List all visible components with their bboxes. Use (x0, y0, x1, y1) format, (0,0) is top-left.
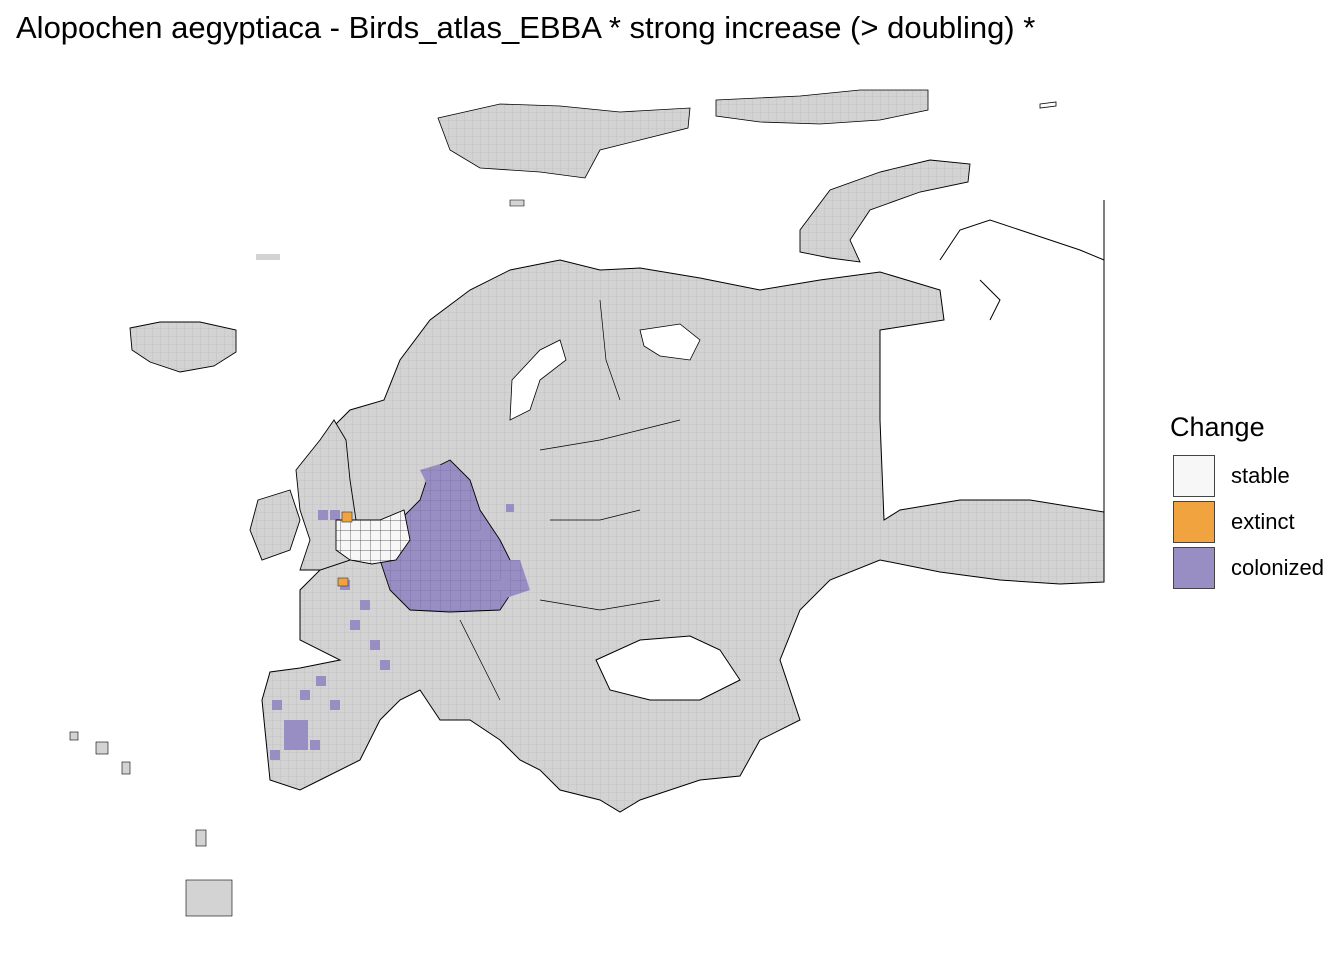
legend-item-stable: stable (1170, 453, 1324, 499)
atlantic-islands (69, 731, 233, 917)
iceland (129, 321, 237, 373)
novaya-zemlya (799, 159, 971, 263)
map-title: Alopochen aegyptiaca - Birds_atlas_EBBA … (16, 10, 1036, 45)
legend-label-extinct: extinct (1231, 509, 1295, 534)
east-coastline (939, 200, 1105, 321)
legend-label-stable: stable (1231, 463, 1290, 488)
legend: Change stable extinct colonized (1170, 412, 1324, 591)
country-borders (459, 299, 681, 701)
legend-item-colonized: colonized (1170, 545, 1324, 591)
black-sea (595, 635, 741, 701)
extinct-cells (337, 511, 353, 587)
gulf-of-bothnia (509, 339, 567, 421)
white-sea (639, 323, 701, 361)
europe-mainland (261, 259, 1105, 813)
legend-swatch-colonized (1173, 547, 1215, 589)
ireland (249, 489, 301, 561)
legend-swatch-extinct (1173, 501, 1215, 543)
stable-region (335, 509, 411, 565)
arctic-islands (256, 89, 1057, 260)
colonized-region (270, 459, 530, 760)
legend-title: Change (1170, 412, 1265, 442)
legend-item-extinct: extinct (1170, 499, 1324, 545)
legend-swatch-stable (1173, 455, 1215, 497)
legend-label-colonized: colonized (1231, 555, 1324, 580)
